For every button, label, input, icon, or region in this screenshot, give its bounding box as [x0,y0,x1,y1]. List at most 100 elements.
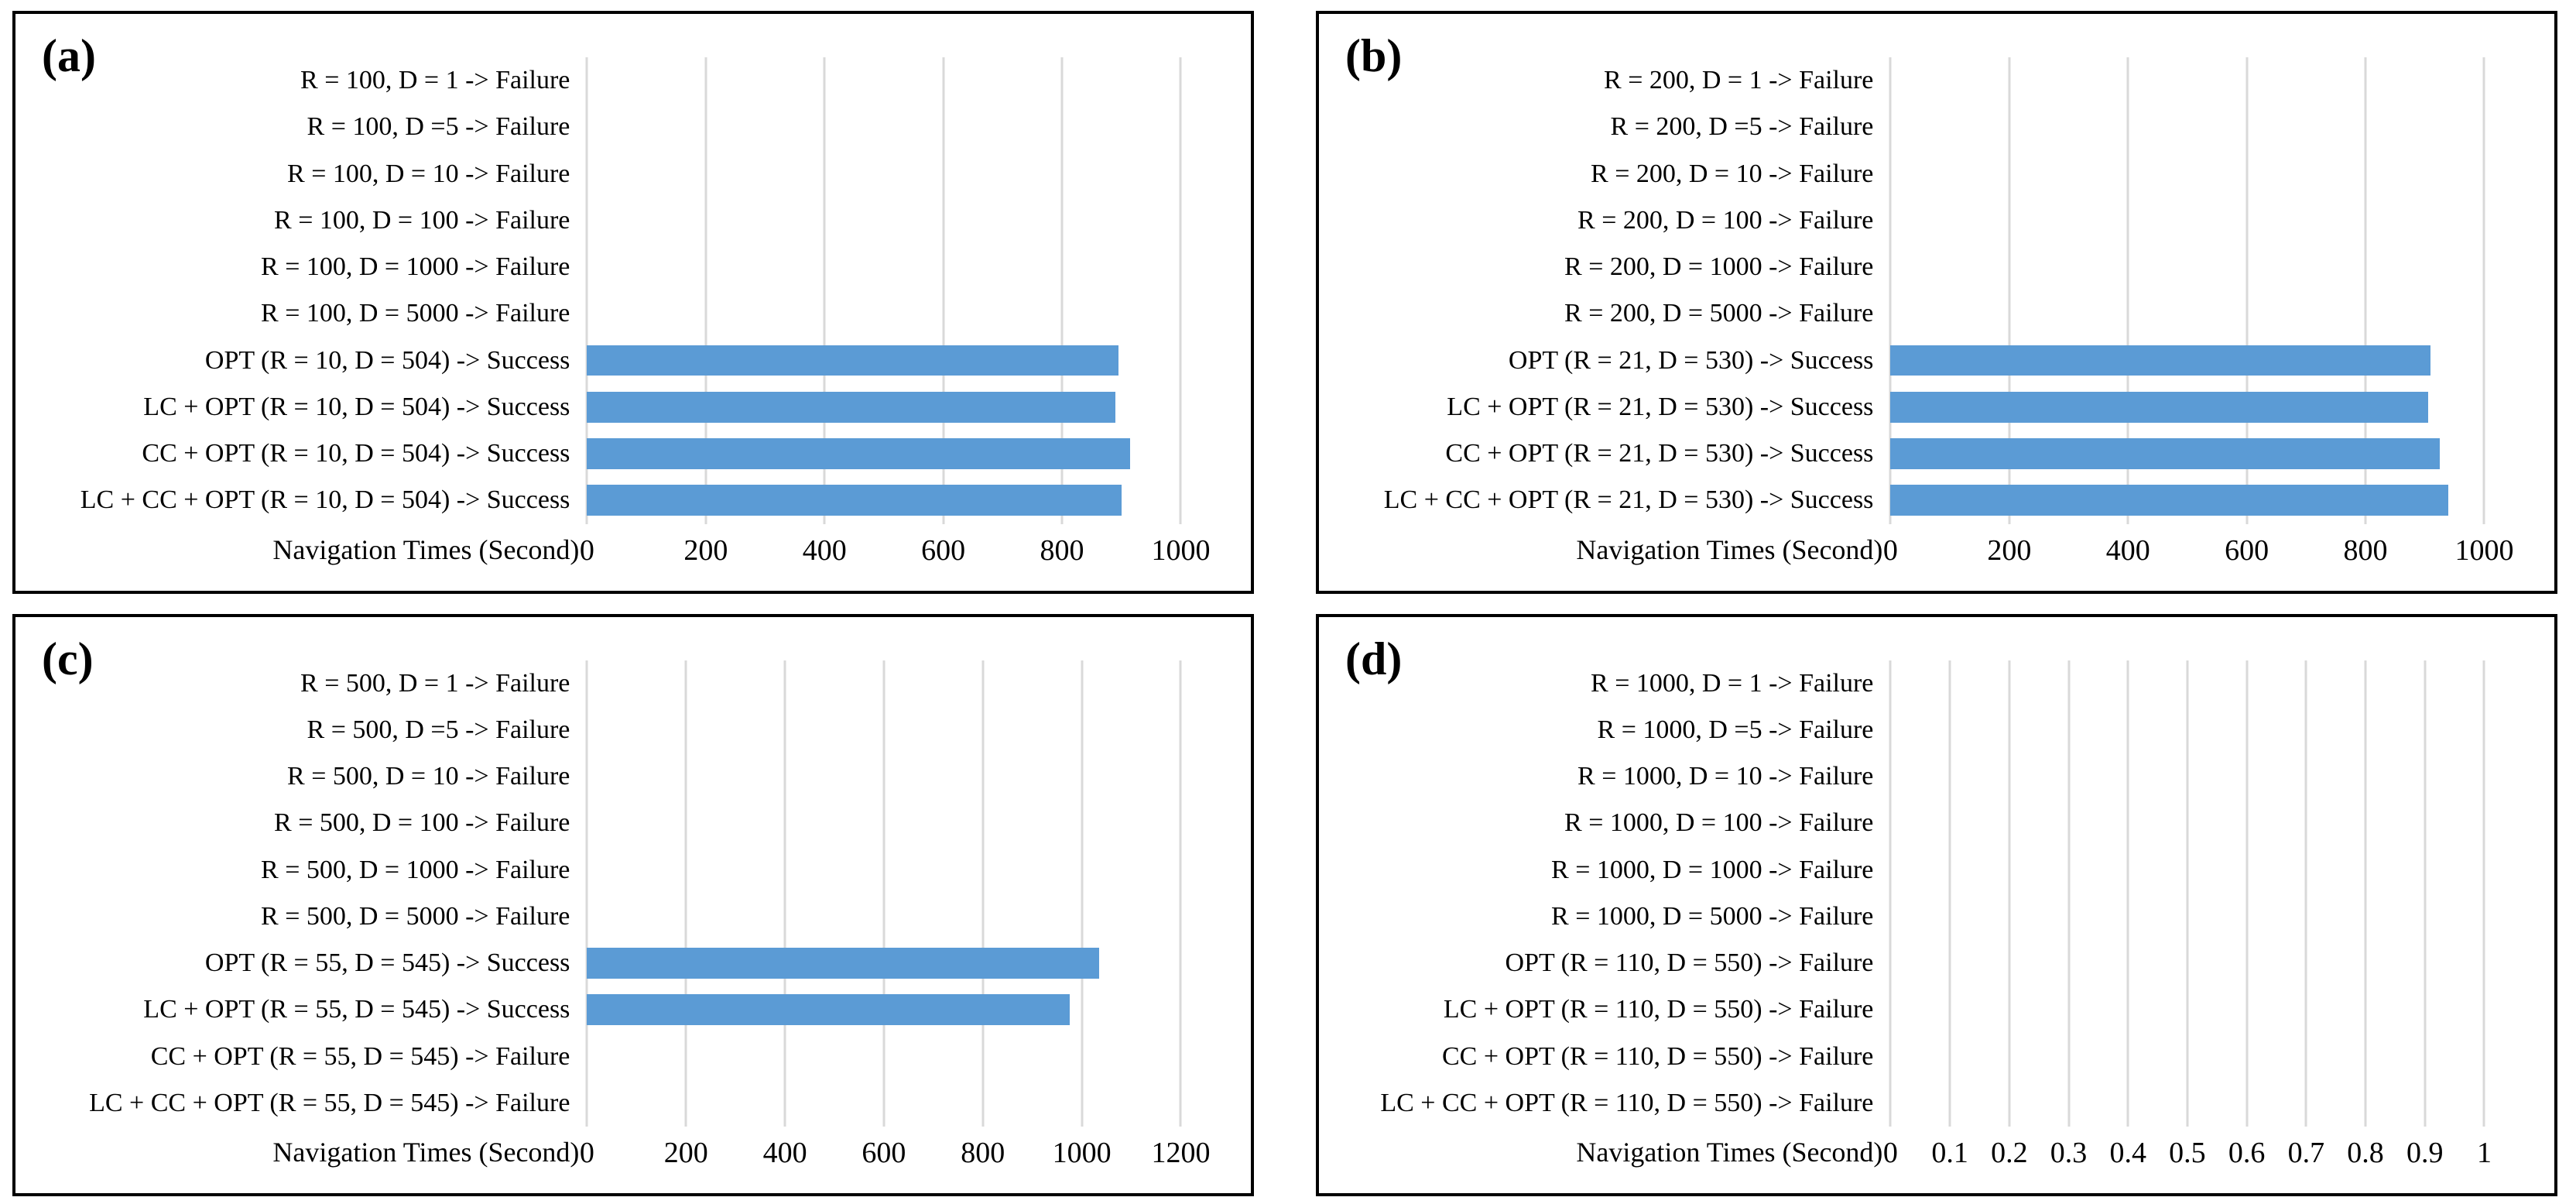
category-label: CC + OPT (R = 10, D = 504) -> Success [142,439,570,468]
category-label: CC + OPT (R = 110, D = 550) -> Failure [1441,1041,1874,1071]
x-tick-label: 0 [1882,533,1898,567]
panel-d-letter: (d) [1345,633,1403,684]
category-label: OPT (R = 55, D = 545) -> Success [204,948,570,978]
category-label: R = 1000, D = 1 -> Failure [1591,668,1874,698]
panel-c-x-axis-ticks: 0 200 400 600 800 1000 1200 [580,1136,1211,1193]
panel-a-letter: (a) [42,30,96,81]
panel-d: (d) R = 1000, D = 1 -> Failure R = 1000, … [1316,613,2557,1196]
category-label: LC + OPT (R = 55, D = 545) -> Success [143,995,570,1024]
bar [587,391,1116,423]
panel-c-axis-row: Navigation Times (Second) 0 200 400 600 800 1… [15,1127,1245,1193]
panel-a: (a) R = 100, D = 1 -> Failure R = 100, D … [12,11,1254,594]
category-label: R = 1000, D = 5000 -> Failure [1551,901,1874,931]
category-label: R = 100, D = 1000 -> Failure [261,252,570,282]
gridline [2067,660,2071,1127]
category-label: CC + OPT (R = 21, D = 530) -> Success [1445,439,1874,468]
category-label: R = 1000, D = 100 -> Failure [1564,808,1874,838]
category-label: R = 200, D = 5000 -> Failure [1564,299,1874,328]
category-label: R = 500, D = 1000 -> Failure [261,855,570,884]
category-label: R = 500, D = 1 -> Failure [300,668,570,698]
x-tick-label: 400 [2105,533,2150,567]
panel-b-x-axis-ticks: 0 200 400 600 800 1000 [1883,533,2514,591]
gridline [981,660,985,1127]
panel-b-axis-row: Navigation Times (Second) 0 200 400 600 800 1… [1319,524,2548,591]
gridline [2304,660,2307,1127]
bar [1890,485,2449,516]
category-label: R = 200, D = 100 -> Failure [1577,205,1874,235]
bar [587,948,1099,979]
panel-d-plot-area [1889,660,2485,1127]
bar [587,345,1118,376]
bar [587,438,1131,469]
x-tick-label: 0.3 [2050,1137,2088,1169]
category-label: LC + CC + OPT (R = 55, D = 545) -> Failu… [89,1088,570,1117]
category-label: R = 500, D = 5000 -> Failure [261,901,570,931]
gridline [2482,57,2485,524]
panel-a-x-axis-ticks: 0 200 400 600 800 1000 [580,533,1211,591]
category-label: R = 500, D = 100 -> Failure [274,808,570,838]
bar [587,994,1070,1026]
panel-b-chart-body: R = 200, D = 1 -> Failure R = 200, D =5 -… [1319,57,2548,524]
gridline [2008,660,2011,1127]
category-label: R = 1000, D = 1000 -> Failure [1551,855,1874,884]
category-label: R = 100, D = 10 -> Failure [287,159,570,188]
gridline [1179,660,1182,1127]
x-tick-label: 600 [862,1137,906,1169]
x-tick-label: 0.6 [2228,1137,2266,1169]
gridline [882,660,886,1127]
category-label: R = 200, D = 1000 -> Failure [1564,252,1874,282]
category-label: R = 500, D = 10 -> Failure [287,762,570,791]
category-label: R = 1000, D =5 -> Failure [1597,715,1874,744]
x-tick-label: 1 [2476,1137,2492,1169]
bar [1890,345,2431,376]
x-tick-label: 0.2 [1991,1137,2028,1169]
panel-d-x-axis-title: Navigation Times (Second) [1576,1137,1883,1168]
gridline [1889,660,1892,1127]
category-label: R = 200, D = 10 -> Failure [1591,159,1874,188]
x-tick-label: 0.7 [2287,1137,2325,1169]
category-label: LC + OPT (R = 21, D = 530) -> Success [1447,392,1874,421]
category-label: R = 100, D = 5000 -> Failure [261,299,570,328]
x-tick-label: 0.4 [2109,1137,2146,1169]
bar [1890,438,2440,469]
x-tick-label: 1000 [1151,533,1211,567]
category-label: CC + OPT (R = 55, D = 545) -> Failure [150,1041,570,1071]
x-tick-label: 1000 [2454,533,2514,567]
gridline [1081,660,1084,1127]
x-tick-label: 800 [1040,533,1084,567]
gridline [2245,57,2249,524]
x-tick-label: 600 [2225,533,2269,567]
panel-c-letter: (c) [42,633,94,684]
gridline [684,660,687,1127]
x-tick-label: 0.1 [1931,1137,1968,1169]
panel-b-x-axis-title: Navigation Times (Second) [1576,533,1883,565]
category-label: OPT (R = 110, D = 550) -> Failure [1505,948,1874,978]
panel-c-x-axis-title: Navigation Times (Second) [272,1137,580,1168]
gridline [2364,57,2367,524]
panel-b: (b) R = 200, D = 1 -> Failure R = 200, D … [1316,11,2557,594]
panel-b-plot-area [1889,57,2485,524]
panel-c-plot-area [585,660,1182,1127]
category-label: R = 1000, D = 10 -> Failure [1577,762,1874,791]
panel-a-axis-row: Navigation Times (Second) 0 200 400 600 800 1… [15,524,1245,591]
gridline [823,57,826,524]
category-label: R = 100, D = 100 -> Failure [274,205,570,235]
x-tick-label: 600 [921,533,966,567]
x-tick-label: 1000 [1052,1137,1112,1169]
panel-a-plot-area [585,57,1182,524]
category-label: LC + CC + OPT (R = 110, D = 550) -> Fail… [1380,1088,1874,1117]
gridline [704,57,707,524]
bar [587,485,1122,516]
panel-d-x-axis-ticks: 0 0.1 0.2 0.3 0.4 0.5 0.6 0.7 0.8 0.9 1 [1883,1136,2492,1193]
gridline [2126,660,2129,1127]
gridline [1889,57,1892,524]
x-tick-label: 0 [1882,1137,1898,1169]
category-label: LC + CC + OPT (R = 10, D = 504) -> Succe… [80,485,570,515]
x-tick-label: 1200 [1151,1137,1211,1169]
category-label: R = 100, D = 1 -> Failure [300,66,570,95]
gridline [2364,660,2367,1127]
panel-a-chart-body: R = 100, D = 1 -> Failure R = 100, D =5 -… [15,57,1245,524]
panel-c: (c) R = 500, D = 1 -> Failure R = 500, D … [12,613,1254,1196]
category-label: R = 200, D = 1 -> Failure [1604,66,1874,95]
gridline [1060,57,1064,524]
